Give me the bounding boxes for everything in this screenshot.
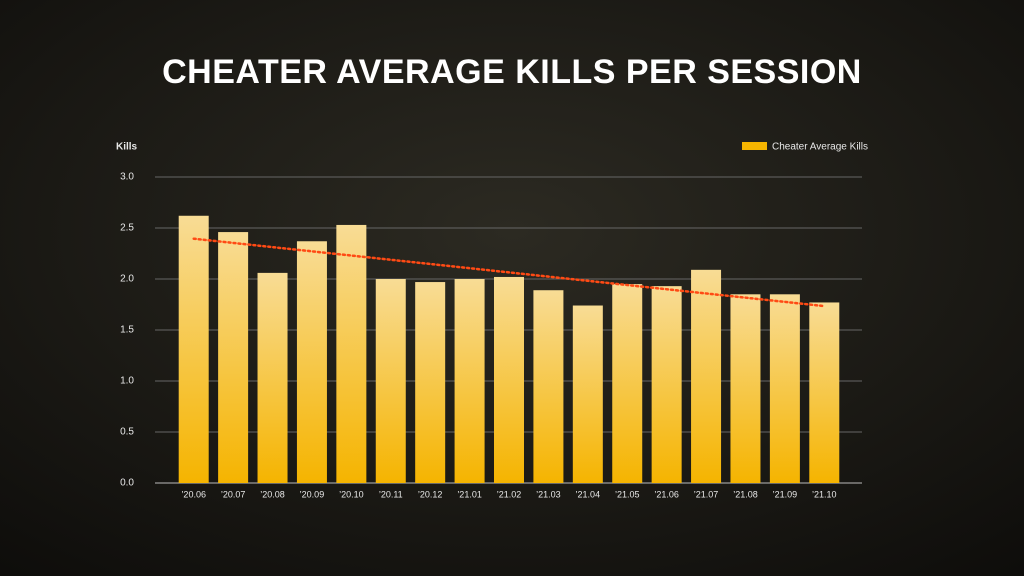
x-tick-label: ’21.09 bbox=[773, 489, 798, 499]
bar bbox=[494, 276, 524, 483]
y-tick-label: 0.0 bbox=[120, 478, 134, 489]
y-tick-label: 2.0 bbox=[120, 274, 134, 285]
bar bbox=[454, 279, 485, 483]
bar bbox=[375, 279, 406, 483]
y-axis-label: Kills bbox=[116, 142, 138, 153]
legend-swatch bbox=[742, 142, 767, 150]
x-tick-label: ’20.10 bbox=[339, 489, 364, 499]
bar bbox=[572, 305, 603, 483]
x-tick-label: ’21.04 bbox=[576, 489, 601, 499]
x-tick-label: ’21.05 bbox=[615, 489, 640, 499]
y-tick-label: 3.0 bbox=[120, 172, 134, 183]
bar bbox=[218, 232, 249, 483]
bar bbox=[178, 215, 209, 483]
bar bbox=[336, 224, 367, 483]
x-tick-label: ’20.07 bbox=[221, 489, 246, 499]
bar bbox=[730, 294, 761, 483]
bar bbox=[651, 286, 682, 483]
x-tick-label: ’20.11 bbox=[379, 489, 403, 499]
bar bbox=[296, 241, 327, 483]
x-tick-label: ’20.08 bbox=[260, 489, 285, 499]
chart-title: CHEATER AVERAGE KILLS PER SESSION bbox=[162, 53, 862, 91]
x-tick-label: ’20.09 bbox=[300, 489, 325, 499]
y-tick-label: 1.5 bbox=[120, 325, 134, 336]
trend-line bbox=[192, 237, 826, 308]
x-tick-label: ’21.06 bbox=[654, 489, 679, 499]
x-tick-label: ’21.02 bbox=[497, 489, 522, 499]
x-tick-label: ’21.07 bbox=[694, 489, 719, 499]
x-tick-label: ’20.12 bbox=[418, 489, 443, 499]
bar bbox=[257, 272, 288, 483]
bar bbox=[415, 282, 446, 483]
x-tick-label: ’21.08 bbox=[733, 489, 758, 499]
bar bbox=[809, 302, 840, 483]
y-tick-label: 1.0 bbox=[120, 376, 134, 387]
y-tick-label: 0.5 bbox=[120, 427, 134, 438]
x-tick-label: ’21.01 bbox=[457, 489, 482, 499]
bar bbox=[691, 269, 722, 483]
bar bbox=[533, 290, 564, 483]
x-tick-label: ’21.10 bbox=[812, 489, 837, 499]
x-tick-label: ’21.03 bbox=[536, 489, 561, 499]
y-tick-label: 2.5 bbox=[120, 223, 134, 234]
legend-label: Cheater Average Kills bbox=[772, 142, 868, 153]
bar bbox=[612, 284, 643, 483]
x-tick-label: ’20.06 bbox=[181, 489, 206, 499]
bar bbox=[769, 294, 800, 483]
